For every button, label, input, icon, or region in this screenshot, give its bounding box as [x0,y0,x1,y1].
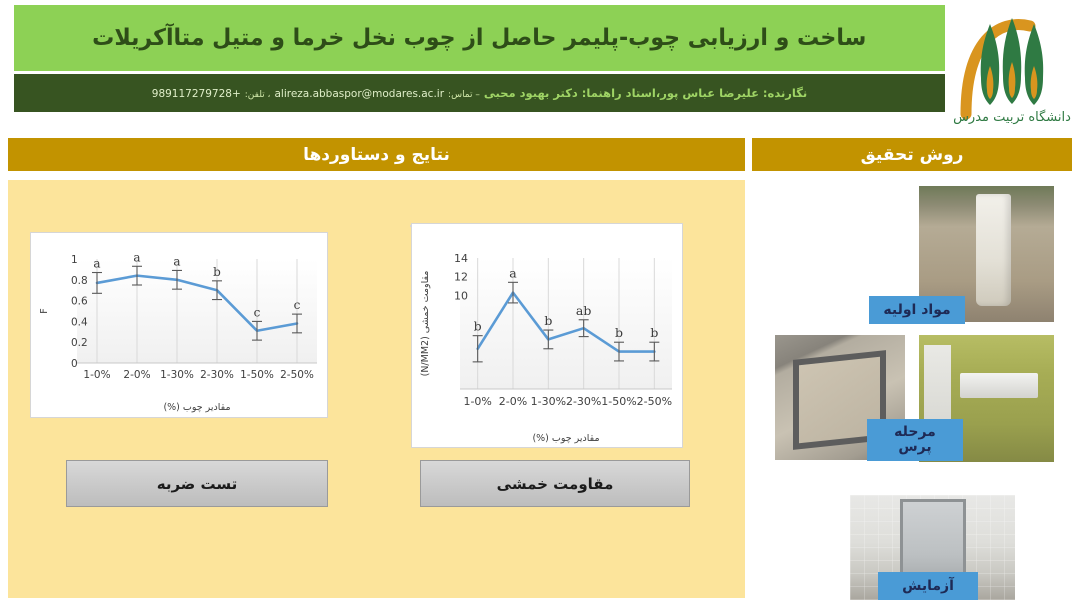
significance-annotation: a [509,265,517,280]
significance-annotation: ab [576,303,591,318]
bending-chart-card-outer: 10 12 14 b a b ab b b 0%-1 0%-2 30%-1 30%-2 50%-1 50%-… [411,223,683,448]
photo-raw-material-powder [775,186,905,314]
significance-annotation: c [254,305,261,319]
significance-annotation: a [133,250,140,264]
author-names: نگارنده: علیرضا عباس پور،استاد راهنما: د… [483,86,808,100]
contact-label: – تماس: [448,90,480,100]
significance-annotation: a [93,257,100,271]
x-tick-label: 50%-1 [240,369,274,381]
label-testing: آزمایش [878,572,978,600]
author-line: نگارنده: علیرضا عباس پور،استاد راهنما: د… [152,86,807,100]
section-title-results: نتایج و دستاوردها [303,144,450,165]
y-tick-label: 0.2 [71,337,88,349]
phone-label: ، تلفن: [244,90,271,100]
section-header-method: روش تحقیق [752,138,1072,171]
significance-annotation: b [615,325,623,340]
y-tick-label: 12 [454,271,468,284]
section-title-method: روش تحقیق [860,144,964,165]
label-raw-materials: مواد اولیه [869,296,965,324]
x-axis-title: مقادیر چوب (%) [532,433,599,444]
logo-caption: دانشگاه تربیت مدرس [953,109,1071,125]
x-tick-label: 0%-1 [83,369,110,381]
x-tick-label: 30%-2 [566,395,601,408]
impact-test-button[interactable]: تست ضربه [66,460,328,507]
x-tick-label: 30%-2 [200,369,234,381]
significance-annotation: b [474,319,482,334]
impact-test-label: تست ضربه [156,474,238,493]
x-axis-title: مقادیر چوب (%) [163,402,230,413]
impact-chart: 0 0.2 0.4 0.6 0.8 1 a a a b c c 0%-1 0%-2 30%-1 30%-2 50… [39,250,317,413]
label-press-stage: مرحله پرس [867,419,963,461]
significance-annotation: c [294,298,301,312]
y-tick-label: 0.8 [71,275,88,287]
data-series-line [476,291,656,353]
author-contact-bar: نگارنده: علیرضا عباس پور،استاد راهنما: د… [14,74,945,112]
significance-annotation: a [173,254,180,268]
y-tick-label: 0 [71,358,78,370]
plot-background [460,258,672,389]
label-testing-text: آزمایش [902,577,954,594]
data-series-line [95,274,299,333]
x-tick-label: 30%-1 [160,369,194,381]
x-tick-label: 0%-2 [499,395,527,408]
y-axis-title: F [39,308,50,313]
bending-strength-label: مقاومت خمشی [496,474,614,493]
significance-annotation: b [544,313,552,328]
poster-title-bar: ساخت و ارزیابی چوب-پلیمر حاصل از چوب نخل… [14,5,945,71]
y-axis-title: مقاومت خمشی (N/MM2) [420,271,431,377]
page-title: ساخت و ارزیابی چوب-پلیمر حاصل از چوب نخل… [92,25,867,51]
x-tick-label: 0%-1 [463,395,491,408]
label-press-stage-line1: مرحله [894,424,936,441]
x-tick-label: 50%-2 [637,395,672,408]
x-tick-label: 50%-2 [280,369,314,381]
x-tick-label: 50%-1 [601,395,636,408]
significance-annotation: b [650,325,658,340]
significance-annotation: b [213,265,221,279]
section-header-results: نتایج و دستاوردها [8,138,745,171]
plot-background [77,259,317,363]
y-tick-label: 1 [71,254,78,266]
y-tick-label: 10 [454,289,468,302]
x-tick-label: 0%-2 [123,369,150,381]
label-press-stage-line2: پرس [898,439,932,455]
university-logo: دانشگاه تربیت مدرس [952,4,1072,126]
label-raw-materials-text: مواد اولیه [883,301,951,318]
impact-chart-card: 0 0.2 0.4 0.6 0.8 1 a a a b c c 0%-1 0%-2 30%-1 30%-2 50… [30,232,328,418]
contact-phone: +989117279728 [151,88,241,100]
y-tick-label: 0.4 [71,316,88,328]
y-tick-label: 14 [454,252,468,265]
bending-strength-button[interactable]: مقاومت خمشی [420,460,690,507]
x-tick-label: 30%-1 [531,395,566,408]
contact-email[interactable]: alireza.abbaspor@modares.ac.ir [274,88,445,100]
y-tick-label: 0.6 [71,296,88,308]
